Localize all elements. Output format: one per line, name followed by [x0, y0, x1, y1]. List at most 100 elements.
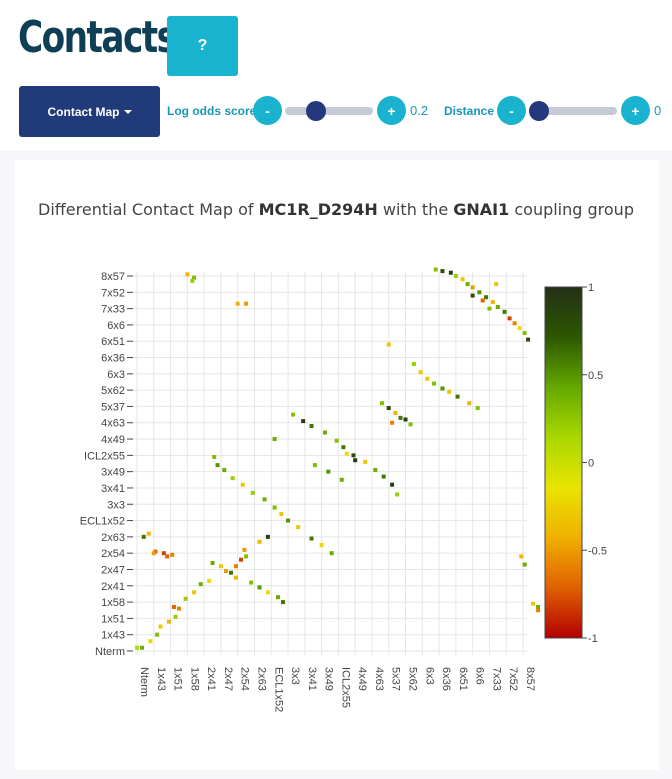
distance-decrease-button[interactable]: -: [497, 96, 526, 125]
heatmap-cell: [148, 639, 153, 644]
heatmap-cell: [228, 570, 233, 575]
x-tick-label: 1x43: [155, 667, 167, 691]
help-button[interactable]: ?: [167, 16, 238, 76]
heatmap-cell: [212, 454, 217, 459]
distance-label: Distance: [444, 104, 495, 118]
x-tick-label: 3x49: [323, 667, 335, 691]
heatmap-cell: [326, 469, 331, 474]
y-tick-label: 6x36: [101, 353, 125, 365]
y-tick-label: 2x54: [101, 548, 125, 560]
y-tick-label: 6x6: [107, 320, 125, 332]
contact-map-dropdown[interactable]: Contact Map: [19, 86, 160, 137]
chart-subtitle: Differential Contact Map of MC1R_D294H w…: [0, 200, 672, 219]
heatmap-cell: [477, 290, 482, 295]
heatmap-cell: [390, 482, 395, 487]
heatmap-cell: [448, 270, 453, 275]
subtitle-prefix: Differential Contact Map of: [38, 200, 259, 219]
heatmap-cell: [183, 596, 188, 601]
y-tick-label: 1x43: [101, 630, 125, 642]
heatmap-cell: [386, 406, 391, 411]
log-odds-slider-thumb[interactable]: [306, 101, 327, 121]
heatmap-cell: [235, 301, 240, 306]
heatmap-cell: [373, 468, 378, 473]
heatmap-cell: [296, 525, 301, 530]
x-tick-label: Nterm: [138, 667, 150, 697]
heatmap-cell: [519, 554, 524, 559]
heatmap-cell: [207, 578, 212, 583]
heatmap-cell: [522, 331, 527, 336]
log-odds-increase-button[interactable]: +: [377, 96, 406, 125]
heatmap-cell: [312, 463, 317, 468]
log-odds-decrease-button[interactable]: -: [253, 96, 282, 125]
heatmap-cell: [380, 401, 385, 406]
y-tick-label: 5x62: [101, 385, 125, 397]
heatmap-cell: [230, 476, 235, 481]
heatmap-cell: [135, 645, 139, 650]
heatmap-cell: [210, 560, 215, 565]
x-tick-label: 3x3: [289, 667, 301, 685]
heatmap-cell: [166, 619, 171, 624]
heatmap-cell: [192, 275, 197, 280]
heatmap-cell: [465, 282, 470, 287]
heatmap-cell: [171, 604, 176, 609]
heatmap-cell: [433, 267, 438, 272]
x-tick-label: 2x47: [222, 667, 234, 691]
subtitle-suffix: coupling group: [509, 200, 634, 219]
heatmap-cell: [301, 419, 306, 424]
heatmap-cell: [395, 492, 400, 497]
y-tick-label: 3x49: [101, 467, 125, 479]
heatmap-cell: [275, 595, 280, 600]
heatmap-cell: [286, 518, 291, 523]
y-tick-label: 6x3: [107, 369, 125, 381]
heatmap-cell: [244, 554, 249, 559]
y-tick-label: ECL1x52: [80, 516, 125, 528]
heatmap-cell: [408, 422, 413, 427]
x-tick-label: 6x3: [423, 667, 435, 685]
heatmap-cell: [490, 300, 495, 305]
x-tick-label: 6x51: [457, 667, 469, 691]
heatmap-cell: [353, 458, 358, 463]
y-tick-label: ICL2x55: [84, 450, 125, 462]
heatmap-cell: [470, 285, 475, 290]
heatmap-cell: [351, 453, 356, 458]
distance-increase-button[interactable]: +: [621, 96, 650, 125]
colorbar-tick-label: 0.5: [588, 370, 603, 382]
x-tick-label: 4x49: [356, 667, 368, 691]
heatmap-cell: [344, 451, 349, 456]
heatmap-cell: [265, 590, 270, 595]
heatmap-cell: [262, 497, 267, 502]
heatmap-cell: [363, 459, 368, 464]
y-tick-label: Nterm: [95, 646, 125, 658]
y-tick-label: 1x58: [101, 597, 125, 609]
heatmap-cell: [272, 505, 277, 510]
heatmap-cell: [522, 562, 527, 567]
heatmap-cell: [155, 632, 160, 637]
heatmap-cell: [151, 551, 156, 556]
colorbar-tick-label: -1: [588, 633, 598, 645]
heatmap-cell: [244, 301, 249, 306]
log-odds-label: Log odds score: [167, 104, 257, 118]
x-tick-label: 1x51: [172, 667, 184, 691]
heatmap-cell: [339, 477, 344, 482]
heatmap-cell: [495, 304, 500, 309]
heatmap-cell: [140, 645, 145, 650]
heatmap-cell: [329, 551, 334, 556]
heatmap-cell: [425, 376, 430, 381]
heatmap-cell: [386, 342, 391, 347]
heatmap-cell: [467, 401, 472, 406]
heatmap-cell: [334, 438, 339, 443]
heatmap-cell: [536, 604, 541, 609]
distance-slider-thumb[interactable]: [529, 101, 549, 121]
heatmap-cell: [393, 410, 398, 415]
heatmap-cell: [453, 274, 458, 278]
log-odds-slider-track[interactable]: [285, 107, 373, 115]
x-tick-label: 1x58: [188, 667, 200, 691]
y-tick-label: 1x51: [101, 613, 125, 625]
heatmap-cell: [403, 417, 408, 422]
distance-slider-track[interactable]: [529, 107, 617, 115]
heatmap-cell: [319, 543, 324, 548]
x-tick-label: 6x36: [440, 667, 452, 691]
x-tick-label: 7x33: [490, 667, 502, 691]
x-tick-label: 5x62: [407, 667, 419, 691]
